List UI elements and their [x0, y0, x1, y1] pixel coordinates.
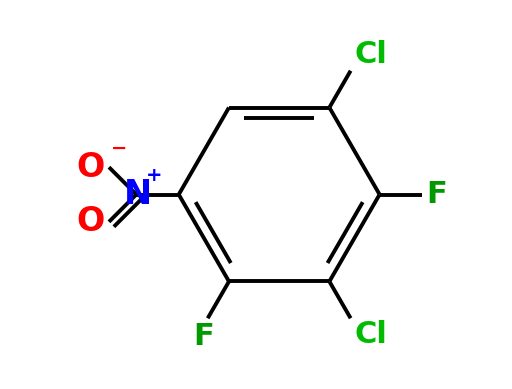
- Text: F: F: [426, 180, 447, 209]
- Text: +: +: [146, 166, 162, 185]
- Text: Cl: Cl: [354, 40, 388, 69]
- Text: O: O: [77, 205, 105, 238]
- Text: F: F: [194, 322, 214, 351]
- Text: N: N: [124, 178, 152, 211]
- Text: −: −: [111, 138, 127, 158]
- Text: O: O: [77, 151, 105, 184]
- Text: Cl: Cl: [354, 320, 388, 349]
